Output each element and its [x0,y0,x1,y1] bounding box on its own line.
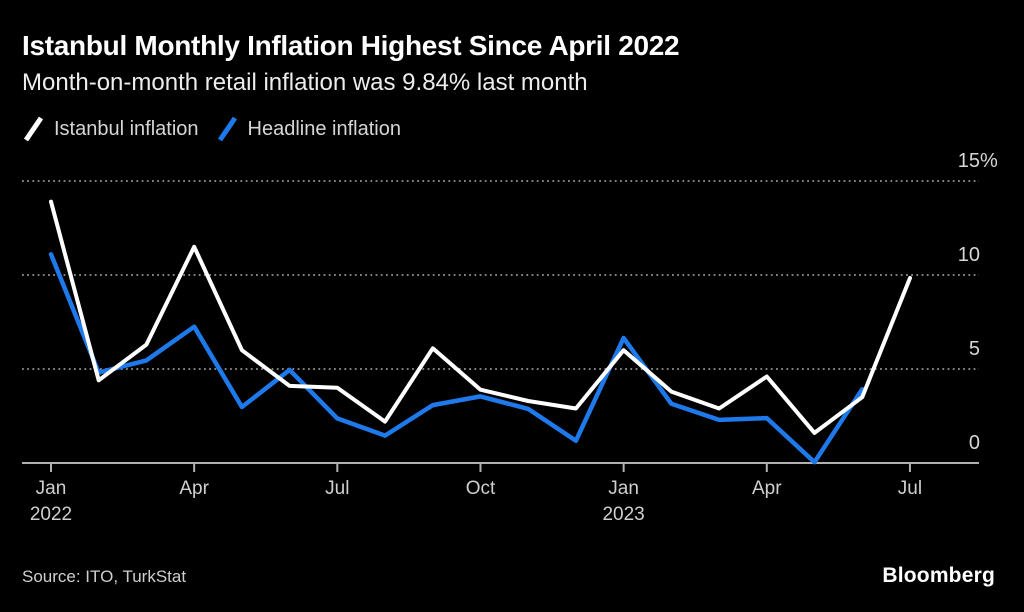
y-axis-label-10: 10 [957,244,980,266]
blue-slash-icon [217,116,237,142]
legend: Istanbul inflation Headline inflation [22,114,401,144]
page-title: Istanbul Monthly Inflation Highest Since… [22,30,680,61]
x-axis-label-jan-2022: Jan 2022 [29,478,73,526]
x-axis-label-apr-2023: Apr [752,478,782,499]
istanbul-line-series [49,199,912,435]
x-axis-label-apr-2022: Apr [179,478,209,499]
x-axis-label-oct-2022: Oct [465,478,496,499]
y-axis-label-0: 0 [968,432,980,454]
y-axis-label-5: 5 [968,338,980,360]
percent-sign: % [980,150,998,172]
x-axis-label-jul-2023: Jul [897,478,923,499]
source-note: Source: ITO, TurkStat [22,567,187,586]
headline-line-series [48,252,865,465]
white-slash-icon [23,116,44,142]
chart-subtitle: Month-on-month retail inflation was 9.84… [22,69,588,96]
x-axis-label-jul-2022: Jul [325,478,350,499]
x-axis-label-jan-2023: Jan 2023 [602,478,645,526]
legend-item-istanbul: Istanbul inflation [22,114,199,144]
legend-label-istanbul: Istanbul inflation [54,117,199,140]
legend-label-headline: Headline inflation [247,117,401,140]
y-axis-label-15: 15% [957,150,998,172]
legend-item-headline: Headline inflation [216,114,401,144]
bloomberg-logo: Bloomberg [882,564,995,587]
